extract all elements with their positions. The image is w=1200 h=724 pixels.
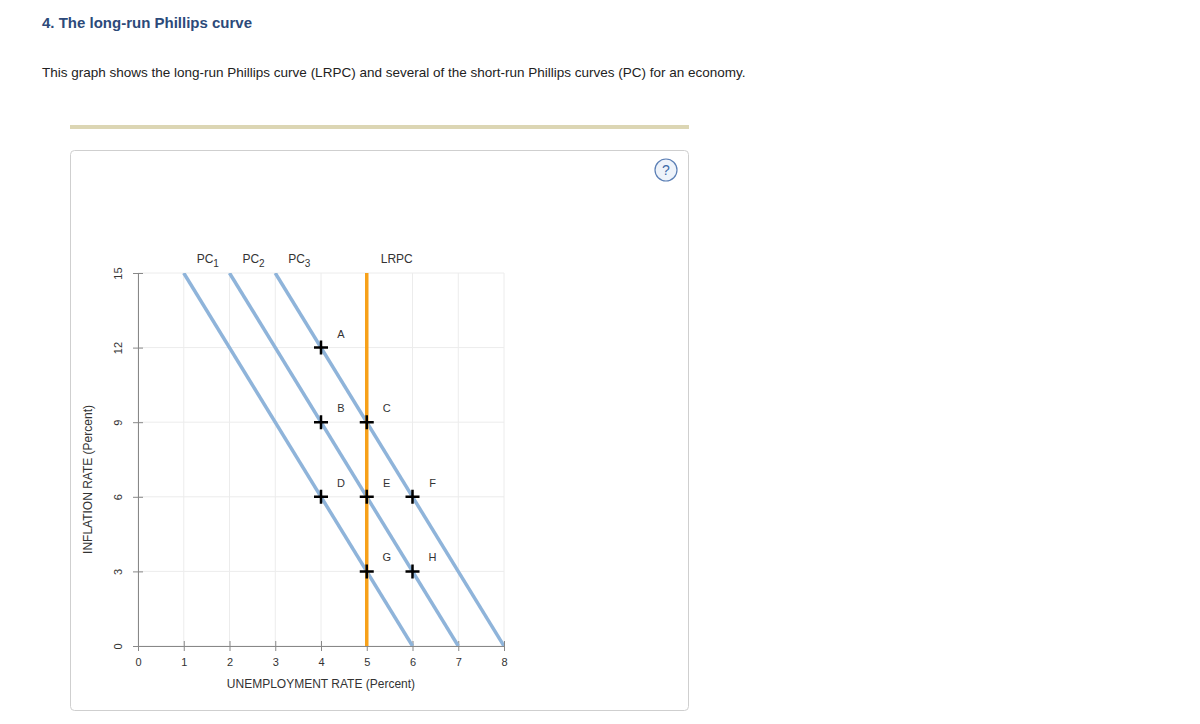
y-tick-label: 0 xyxy=(112,643,124,649)
subtitle: This graph shows the long-run Phillips c… xyxy=(42,65,746,80)
y-tick-mark xyxy=(133,646,143,647)
grid-line-x xyxy=(275,273,276,646)
grid-line-x xyxy=(321,273,322,646)
x-tick-label: 5 xyxy=(364,656,370,668)
y-axis: 0 3 6 9 12 15 xyxy=(112,267,143,649)
point-label: D xyxy=(337,477,345,489)
x-tick-label: 1 xyxy=(181,656,187,668)
y-tick-label: 3 xyxy=(112,569,124,575)
divider xyxy=(70,125,689,129)
y-axis-line xyxy=(138,274,139,647)
y-tick-mark xyxy=(133,348,143,349)
y-tick: 9 xyxy=(112,420,143,426)
point xyxy=(360,564,374,578)
y-tick-label: 6 xyxy=(112,494,124,500)
series-label: PC3 xyxy=(288,252,311,269)
x-tick-label: 3 xyxy=(273,656,279,668)
y-tick-mark xyxy=(133,497,143,498)
x-tick-mark xyxy=(321,641,322,651)
point xyxy=(360,415,374,429)
x-tick-mark xyxy=(458,641,459,651)
grid-line-y xyxy=(138,273,504,274)
labels: PC1 PC2 PC3 LRPC A B C D E F G H xyxy=(197,252,437,563)
series-line xyxy=(365,273,369,646)
title: 4. The long-run Phillips curve xyxy=(42,14,252,31)
series-line xyxy=(275,273,504,646)
x-tick-mark xyxy=(184,641,185,651)
x-tick-label: 7 xyxy=(456,656,462,668)
panel xyxy=(71,151,689,711)
help-icon-circle xyxy=(655,159,677,181)
x-tick-label: 4 xyxy=(318,656,324,668)
x-tick-mark xyxy=(413,641,414,651)
grid-line-x xyxy=(412,273,413,646)
series-label: LRPC xyxy=(381,252,413,266)
series-line xyxy=(230,273,459,646)
point-label: E xyxy=(383,477,390,489)
grid-line-x xyxy=(366,273,367,646)
point xyxy=(406,490,420,504)
point-label: C xyxy=(383,402,391,414)
x-tick-label: 0 xyxy=(135,656,141,668)
y-tick-mark xyxy=(133,273,143,274)
y-tick-mark xyxy=(133,571,143,572)
x-tick-mark xyxy=(275,641,276,651)
point-label: H xyxy=(429,551,437,563)
chart: 4. The long-run Phillips curve This graph… xyxy=(0,0,1200,724)
grid-line-x xyxy=(458,273,459,646)
series-label: PC2 xyxy=(242,252,265,269)
help-icon: ? xyxy=(662,162,670,178)
point-label: F xyxy=(429,477,436,489)
point-label: B xyxy=(337,402,344,414)
x-tick-label: 8 xyxy=(501,656,507,668)
grid xyxy=(138,273,504,646)
point xyxy=(314,341,328,355)
x-tick-label: 6 xyxy=(410,656,416,668)
y-axis-title: INFLATION RATE (Percent) xyxy=(81,405,95,554)
grid-line-x xyxy=(229,273,230,646)
x-axis: 0 1 2 3 4 5 6 7 8 xyxy=(135,641,507,668)
series-label: PC1 xyxy=(197,252,220,269)
y-tick: 6 xyxy=(112,494,143,500)
x-tick: 2 xyxy=(227,641,233,668)
point xyxy=(314,415,328,429)
grid-line-x xyxy=(504,273,505,646)
point-label: A xyxy=(337,328,345,340)
y-tick-label: 15 xyxy=(112,267,124,279)
x-tick: 3 xyxy=(273,641,279,668)
x-tick: 4 xyxy=(318,641,324,668)
point xyxy=(406,564,420,578)
series-line xyxy=(184,273,413,646)
y-tick: 15 xyxy=(112,267,143,279)
grid-line-x xyxy=(138,273,139,646)
grid-line-y xyxy=(138,571,504,572)
y-tick-mark xyxy=(133,422,143,423)
x-tick-mark xyxy=(504,641,505,651)
point xyxy=(360,490,374,504)
grid-line-x xyxy=(183,273,184,646)
y-tick-label: 9 xyxy=(112,420,124,426)
y-tick: 12 xyxy=(112,342,143,354)
y-tick: 3 xyxy=(112,569,143,575)
point xyxy=(314,490,328,504)
x-tick-mark xyxy=(230,641,231,651)
x-axis-title: UNEMPLOYMENT RATE (Percent) xyxy=(227,677,415,691)
point-label: G xyxy=(382,551,391,563)
y-tick-label: 12 xyxy=(112,342,124,354)
y-tick: 0 xyxy=(112,643,143,649)
x-tick: 1 xyxy=(181,641,187,668)
x-tick-label: 2 xyxy=(227,656,233,668)
marks xyxy=(184,273,504,646)
